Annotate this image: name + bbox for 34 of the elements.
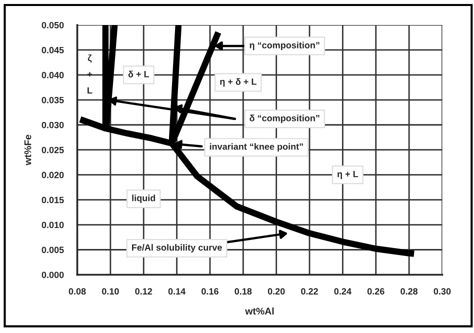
x-tick-label: 0.10 [102,288,119,295]
x-tick-label: 0.20 [268,288,285,295]
y-tick-label: 0.050 [42,22,64,28]
x-tick-label: 0.16 [202,288,218,295]
y-tick-label: 0.010 [42,222,64,228]
x-tick-label: 0.14 [168,288,186,295]
x-axis-title: wt%Al [245,307,274,315]
annotation: liquid [132,194,156,204]
x-tick-label: 0.26 [367,288,384,295]
annotation: invariant “knee point” [210,143,303,152]
x-tick-label: 0.22 [301,288,318,295]
annotation: η + δ + L [220,78,256,87]
y-tick-label: 0.015 [42,196,64,204]
y-tick-label: 0.025 [42,146,64,154]
y-tick-label: 0.020 [42,172,64,178]
annotation: η + L [337,170,358,180]
y-axis-title: wt%Fe [24,134,32,166]
y-tick-label: 0.035 [42,96,64,104]
x-tick-label: 0.08 [68,288,86,295]
x-tick-label: 0.30 [434,288,451,295]
x-tick-label: 0.24 [334,288,352,295]
x-tick-label: 0.28 [400,288,418,295]
annotation: η “composition” [250,42,320,50]
annotation: ζ + L [87,54,92,94]
y-tick-label: 0.045 [42,46,64,54]
x-tick-label: 0.18 [234,288,252,295]
annotation: δ “composition” [250,114,320,124]
y-tick-label: 0.000 [42,272,64,278]
annotation: δ + L [128,70,150,78]
y-tick-label: 0.030 [42,122,64,128]
y-tick-label: 0.040 [42,72,64,78]
x-tick-label: 0.12 [135,288,152,295]
annotation: Fe/Al solubility curve [132,244,222,252]
y-tick-label: 0.005 [42,246,64,254]
